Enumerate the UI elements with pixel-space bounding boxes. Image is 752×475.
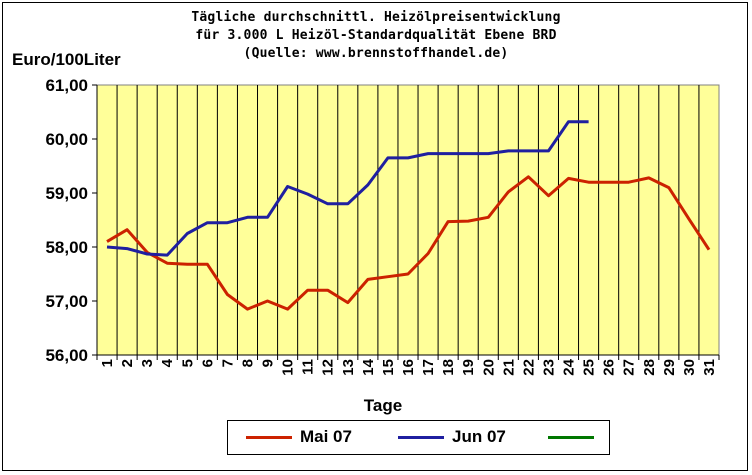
- y-tick-label: 57,00: [45, 292, 88, 311]
- x-tick-label: 20: [480, 359, 497, 376]
- series-line-1: [106, 120, 589, 257]
- legend-swatch-jun-07: [398, 436, 444, 439]
- x-tick-label: 21: [500, 359, 517, 376]
- x-tick-label: 8: [239, 359, 256, 367]
- chart-title-line-2: für 3.000 L Heizöl-Standardqualität Eben…: [195, 28, 557, 43]
- x-tick-label: 29: [661, 359, 678, 376]
- x-tick-label: 10: [280, 359, 297, 376]
- x-tick-label: 17: [420, 359, 437, 376]
- plot-area: [96, 84, 720, 356]
- legend-label-jun-07: Jun 07: [452, 427, 506, 446]
- x-tick-label: 9: [260, 359, 277, 367]
- x-tick-label: 28: [641, 359, 658, 376]
- legend-label-mai-07: Mai 07: [300, 427, 352, 446]
- legend: Mai 07 Jun 07: [227, 420, 610, 455]
- y-tick-label: 56,00: [45, 346, 88, 365]
- x-tick-label: 14: [360, 358, 377, 375]
- chart-title-line-1: Tägliche durchschnittl. Heizölpreisentwi…: [191, 10, 561, 25]
- y-tick-label: 60,00: [45, 130, 88, 149]
- x-tick-label: 15: [380, 359, 397, 376]
- y-tick-label: 61,00: [45, 76, 88, 95]
- x-tick-label: 13: [340, 359, 357, 376]
- y-tick-label: 59,00: [45, 184, 88, 203]
- x-tick-label: 3: [139, 359, 156, 367]
- x-tick-label: 4: [159, 358, 176, 367]
- x-tick-label: 12: [320, 359, 337, 376]
- x-tick-label: 18: [440, 359, 457, 376]
- x-tick-label: 5: [179, 359, 196, 367]
- x-axis-label: Tage: [364, 396, 402, 415]
- series-lines: [106, 120, 711, 311]
- x-tick-label: 27: [621, 359, 638, 376]
- x-tick-label: 24: [561, 358, 578, 375]
- y-axis-label: Euro/100Liter: [12, 50, 121, 69]
- x-tick-label: 22: [520, 359, 537, 376]
- x-tick-label: 25: [581, 359, 598, 376]
- x-tick-label: 1: [99, 359, 116, 367]
- x-tick-label: 6: [199, 359, 216, 367]
- legend-swatch-mai-07: [246, 436, 292, 439]
- x-tick-label: 26: [601, 359, 618, 376]
- x-tick-label: 19: [460, 359, 477, 376]
- x-tick-label: 30: [681, 359, 698, 376]
- series-line-0: [106, 175, 711, 311]
- chart-title-line-3: (Quelle: www.brennstoffhandel.de): [243, 46, 509, 61]
- x-tick-label: 7: [219, 359, 236, 367]
- x-tick-label: 2: [119, 359, 136, 367]
- y-tick-labels: 56,00 57,00 58,00 59,00 60,00 61,00: [45, 76, 88, 365]
- legend-swatch-series-3: [548, 436, 594, 439]
- y-tick-label: 58,00: [45, 238, 88, 257]
- axes: [92, 84, 720, 360]
- x-tick-labels: 1 2 3 4 5 6 7 8 9 10 11 12 13 14 15 16 17 18 19 20 21 22 23 24 2…: [99, 358, 718, 375]
- x-tick-label: 16: [400, 359, 417, 376]
- x-tick-label: 31: [701, 359, 718, 376]
- x-tick-label: 23: [540, 359, 557, 376]
- x-tick-label: 11: [300, 359, 317, 375]
